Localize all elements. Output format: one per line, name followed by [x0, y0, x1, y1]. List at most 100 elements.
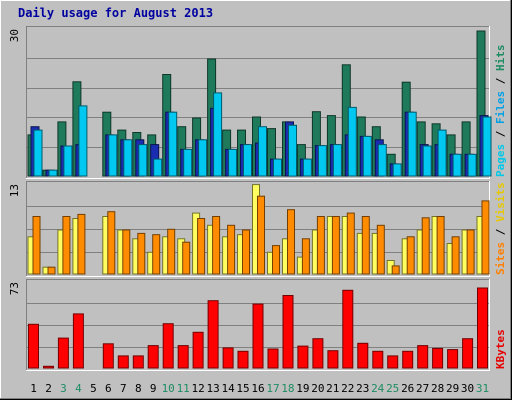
day-label: 22	[341, 382, 354, 395]
legend-entry: /	[494, 71, 507, 91]
legend-entry: Sites	[494, 242, 507, 275]
day-label: 13	[206, 382, 219, 395]
day-label: 10	[162, 382, 175, 395]
bar-kbytes-day-17	[267, 348, 279, 369]
bar-pages-day-11	[183, 148, 193, 177]
bar-kbytes-day-10	[162, 323, 174, 369]
bar-kbytes-day-4	[72, 313, 84, 369]
day-label: 27	[416, 382, 429, 395]
bar-sites-day-20	[316, 216, 325, 275]
bar-pages-day-13	[213, 92, 223, 177]
legend-entry: /	[494, 124, 507, 144]
day-label: 5	[90, 382, 97, 395]
bar-pages-day-19	[302, 158, 312, 177]
bar-sites-day-18	[287, 209, 295, 275]
day-label: 6	[105, 382, 112, 395]
day-label: 3	[60, 382, 67, 395]
bar-kbytes-day-9	[147, 345, 159, 369]
chart-panels: 30 Pages / Files / Hits 13 Sites / Visits 73…	[8, 26, 507, 371]
y-axis-max-label: 30	[8, 29, 21, 42]
bar-pages-day-22	[347, 106, 357, 177]
day-label: 28	[431, 382, 444, 395]
bar-pages-day-9	[153, 158, 163, 177]
bar-sites-day-23	[361, 216, 370, 275]
bar-sites-day-27	[421, 217, 430, 275]
bar-kbytes-day-22	[342, 289, 354, 369]
legend-entry: Pages	[494, 144, 507, 177]
bar-pages-day-6	[108, 134, 118, 177]
bar-pages-day-14	[228, 148, 238, 177]
legend-entry: /	[494, 222, 507, 242]
bar-kbytes-day-24	[372, 350, 384, 369]
bar-sites-day-7	[122, 229, 131, 275]
day-label: 25	[386, 382, 399, 395]
bar-kbytes-day-2	[43, 365, 54, 369]
panel-1: 30 Pages / Files / Hits	[8, 26, 507, 179]
legend-entry: Files	[494, 91, 507, 124]
bar-kbytes-day-15	[237, 350, 249, 369]
bar-pages-day-4	[78, 105, 88, 177]
bar-kbytes-day-28	[432, 347, 444, 369]
bar-sites-day-9	[152, 234, 161, 275]
bar-sites-day-30	[466, 229, 475, 275]
bar-sites-day-15	[242, 229, 250, 275]
legend-entry: Hits	[494, 45, 507, 72]
bar-sites-day-6	[107, 211, 116, 275]
bar-sites-day-24	[376, 224, 385, 275]
bar-kbytes-day-11	[177, 345, 189, 369]
bar-sites-day-28	[436, 216, 445, 275]
bar-pages-day-2	[48, 169, 58, 177]
bar-kbytes-day-20	[312, 338, 324, 369]
bar-kbytes-day-21	[327, 350, 339, 369]
day-label: 1	[30, 382, 37, 395]
bar-pages-day-26	[407, 111, 417, 177]
bar-sites-day-8	[137, 232, 146, 275]
bar-sites-day-25	[391, 265, 400, 275]
bar-pages-day-7	[123, 139, 133, 177]
bar-kbytes-day-16	[252, 303, 264, 369]
bar-sites-day-2	[47, 266, 56, 275]
bar-kbytes-day-23	[357, 342, 369, 369]
day-label: 18	[281, 382, 294, 395]
day-label: 11	[177, 382, 190, 395]
day-label: 29	[446, 382, 459, 395]
day-label: 7	[120, 382, 127, 395]
bar-pages-day-17	[273, 158, 282, 177]
panel-3: 73 KBytes	[8, 279, 507, 371]
bar-sites-day-14	[227, 224, 236, 275]
legend: Sites / Visits	[494, 182, 507, 275]
bar-kbytes-day-14	[222, 347, 234, 369]
bar-pages-day-23	[362, 135, 372, 177]
day-label: 20	[311, 382, 324, 395]
day-label: 14	[221, 382, 235, 395]
bar-pages-day-25	[392, 163, 402, 177]
bar-kbytes-day-31	[477, 287, 488, 369]
legend-entry: KBytes	[494, 329, 507, 369]
day-label: 4	[75, 382, 82, 395]
bar-pages-day-24	[377, 144, 387, 177]
day-label: 16	[251, 382, 264, 395]
bar-pages-day-28	[437, 129, 447, 177]
bar-sites-day-19	[301, 238, 310, 275]
bar-kbytes-day-19	[297, 345, 309, 369]
bar-sites-day-12	[197, 218, 206, 275]
day-label: 15	[236, 382, 249, 395]
y-axis-max-label: 73	[8, 282, 21, 295]
bar-pages-day-29	[452, 153, 462, 177]
day-label: 31	[476, 382, 489, 395]
bar-kbytes-day-26	[402, 350, 414, 369]
bar-sites-day-4	[77, 213, 86, 275]
day-label: 17	[266, 382, 279, 395]
legend: Pages / Files / Hits	[494, 45, 507, 178]
bar-sites-day-13	[212, 216, 221, 275]
bar-sites-day-10	[167, 228, 176, 275]
day-labels: 1 2 3 4 5 6 7 8 9 10 11 12 13 14 15 16 17 18 19 20 21 22 23 24 2…	[30, 382, 489, 395]
bar-kbytes-day-30	[462, 338, 474, 369]
day-label: 23	[356, 382, 369, 395]
bar-sites-day-3	[62, 216, 71, 275]
chart-title: Daily usage for August 2013	[18, 6, 213, 20]
bar-sites-day-21	[331, 216, 340, 275]
bar-pages-day-1	[33, 129, 43, 177]
bar-kbytes-day-7	[117, 355, 129, 369]
